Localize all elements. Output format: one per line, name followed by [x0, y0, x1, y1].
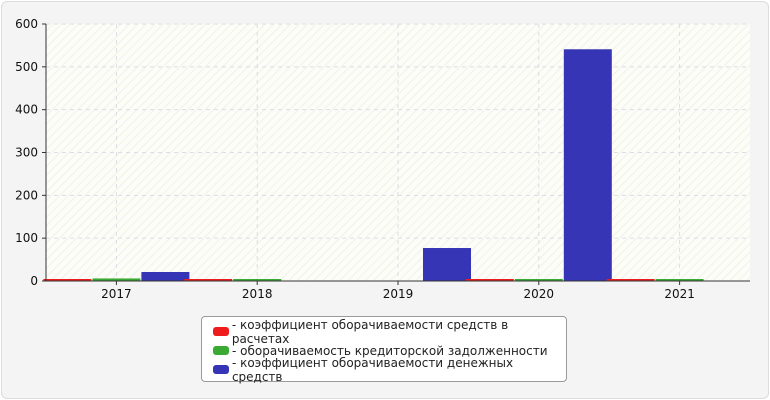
bar-2020-series-2 — [514, 279, 563, 281]
bar-2017-series-3 — [141, 272, 190, 281]
bar-2020-series-1 — [465, 279, 514, 281]
y-axis-ticks: 0 100 200 300 400 500 600 — [15, 17, 46, 288]
legend-label-series-3: - коэффициент оборачиваемости денежных с… — [231, 355, 514, 384]
bar-2017-series-2 — [92, 278, 141, 281]
legend-item-series-1: - коэффициент оборачиваемости средств в … — [213, 318, 566, 346]
y-tick-label: 400 — [15, 103, 38, 117]
bar-2021-series-1 — [606, 279, 655, 281]
y-tick-label: 600 — [15, 17, 38, 31]
y-tick-label: 500 — [15, 60, 38, 74]
legend-swatch-series-2 — [213, 346, 229, 355]
x-tick-label: 2017 — [101, 287, 132, 301]
y-tick-label: 100 — [15, 231, 38, 245]
legend-label-series-2: - оборачиваемость кредиторской задолженн… — [232, 343, 548, 358]
legend-item-series-3: - коэффициент оборачиваемости денежных с… — [213, 356, 566, 384]
legend-swatch-series-1 — [213, 327, 229, 336]
bar-2018-series-2 — [233, 279, 282, 281]
bars — [43, 49, 704, 281]
x-tick-label: 2018 — [242, 287, 273, 301]
x-tick-label: 2021 — [664, 287, 695, 301]
legend-label-series-1: - коэффициент оборачиваемости средств в … — [231, 317, 509, 346]
x-tick-label: 2019 — [383, 287, 414, 301]
bar-2018-series-1 — [184, 279, 233, 281]
bar-2017-series-1 — [43, 279, 92, 281]
grid-lines — [46, 23, 750, 282]
x-axis-ticks: 2017 2018 2019 2020 2021 — [101, 281, 695, 301]
y-tick-label: 200 — [15, 188, 38, 202]
bar-2021-series-2 — [655, 279, 704, 281]
legend: - коэффициент оборачиваемости средств в … — [201, 316, 567, 384]
legend-item-series-2: - оборачиваемость кредиторской задолженн… — [213, 341, 566, 360]
y-tick-label: 300 — [15, 146, 38, 160]
x-tick-label: 2020 — [524, 287, 555, 301]
bar-2020-series-3 — [563, 49, 612, 281]
bar-2019-series-3 — [423, 248, 471, 281]
y-tick-label: 0 — [30, 274, 38, 288]
legend-swatch-series-3 — [213, 365, 229, 374]
